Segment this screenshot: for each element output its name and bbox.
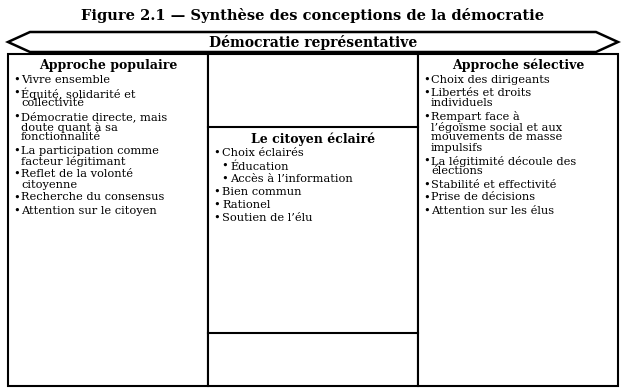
Text: Figure 2.1 — Synthèse des conceptions de la démocratie: Figure 2.1 — Synthèse des conceptions de…: [81, 8, 545, 23]
Text: Approche populaire: Approche populaire: [39, 59, 177, 72]
Text: •: •: [221, 174, 228, 184]
Text: élections: élections: [431, 167, 483, 176]
Text: Recherche du consensus: Recherche du consensus: [21, 192, 165, 203]
Text: Reflet de la volonté: Reflet de la volonté: [21, 169, 133, 179]
Bar: [208, 54, 418, 386]
Text: •: •: [13, 206, 20, 215]
Text: facteur légitimant: facteur légitimant: [21, 156, 125, 167]
Text: •: •: [423, 206, 430, 215]
Text: individuels: individuels: [431, 99, 494, 108]
Text: Stabilité et effectivité: Stabilité et effectivité: [431, 179, 557, 190]
Text: Prise de décisions: Prise de décisions: [431, 192, 535, 203]
Text: Soutien de l’élu: Soutien de l’élu: [222, 213, 312, 223]
Text: Démocratie directe, mais: Démocratie directe, mais: [21, 111, 167, 122]
Text: Accès à l’information: Accès à l’information: [230, 174, 352, 184]
Text: •: •: [423, 75, 430, 85]
Text: •: •: [13, 192, 20, 203]
Bar: [8, 54, 208, 386]
Text: •: •: [13, 75, 20, 85]
Text: Démocratie représentative: Démocratie représentative: [209, 34, 417, 50]
Text: •: •: [423, 179, 430, 190]
Text: Choix des dirigeants: Choix des dirigeants: [431, 75, 550, 85]
Text: Approche sélective: Approche sélective: [452, 59, 584, 72]
Text: Attention sur les élus: Attention sur les élus: [431, 206, 554, 215]
Bar: [418, 54, 618, 386]
Text: •: •: [13, 88, 20, 98]
Text: mouvements de masse: mouvements de masse: [431, 133, 562, 142]
Text: Attention sur le citoyen: Attention sur le citoyen: [21, 206, 156, 215]
Text: Vivre ensemble: Vivre ensemble: [21, 75, 110, 85]
Text: La légitimité découle des: La légitimité découle des: [431, 156, 577, 167]
Text: •: •: [423, 111, 430, 122]
Text: •: •: [423, 192, 430, 203]
Text: citoyenne: citoyenne: [21, 179, 77, 190]
Text: •: •: [423, 156, 430, 166]
Text: Libertés et droits: Libertés et droits: [431, 88, 531, 98]
Text: •: •: [13, 169, 20, 179]
Text: Rationel: Rationel: [222, 200, 270, 210]
Text: •: •: [213, 148, 220, 158]
Text: doute quant à sa: doute quant à sa: [21, 122, 118, 133]
Text: •: •: [13, 111, 20, 122]
Text: •: •: [13, 145, 20, 156]
Text: •: •: [221, 161, 228, 171]
Text: Éducation: Éducation: [230, 161, 289, 172]
Text: Bien commun: Bien commun: [222, 187, 302, 197]
Text: Équité, solidarité et: Équité, solidarité et: [21, 88, 135, 100]
Text: •: •: [213, 200, 220, 210]
Text: fonctionnalité: fonctionnalité: [21, 133, 101, 142]
Text: La participation comme: La participation comme: [21, 145, 159, 156]
Text: Rempart face à: Rempart face à: [431, 111, 520, 122]
Text: •: •: [213, 187, 220, 197]
Text: collectivité: collectivité: [21, 99, 84, 108]
Text: impulsifs: impulsifs: [431, 143, 483, 153]
Text: •: •: [423, 88, 430, 98]
Text: l’égoïsme social et aux: l’égoïsme social et aux: [431, 122, 562, 133]
Text: Choix éclairés: Choix éclairés: [222, 148, 304, 158]
Text: •: •: [213, 213, 220, 223]
Polygon shape: [8, 32, 618, 52]
Text: Le citoyen éclairé: Le citoyen éclairé: [251, 132, 375, 145]
